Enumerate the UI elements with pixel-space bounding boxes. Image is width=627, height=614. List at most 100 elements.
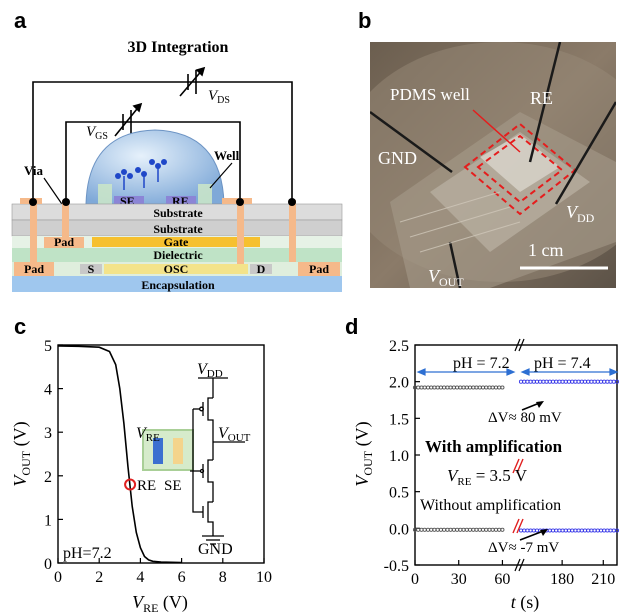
chart-d-data-point xyxy=(586,528,591,533)
panel-a-letter: a xyxy=(14,8,27,33)
source-label: S xyxy=(88,262,95,276)
inset-vdd-label: VDD xyxy=(197,361,223,380)
chart-d-data-point xyxy=(598,379,604,384)
drain-contact xyxy=(250,264,272,274)
chart-d-ytick-label: 2.5 xyxy=(389,338,409,355)
chart-d-data-point xyxy=(573,379,578,384)
operating-point-marker xyxy=(124,478,137,491)
chart-d-data-point xyxy=(547,528,552,533)
well-label: Well xyxy=(214,148,240,163)
chart-c-ytick-label: 1 xyxy=(44,512,52,529)
chart-d-data-point xyxy=(490,527,495,532)
pad-bottom-right xyxy=(298,262,340,276)
chart-d-data-point xyxy=(467,385,473,390)
chart-d-data-point xyxy=(602,379,607,384)
chart-d-data-point xyxy=(528,528,533,533)
chart-d-data-point xyxy=(582,528,588,533)
gnd-photo-label: GND xyxy=(378,148,417,168)
ph2-label: pH = 7.4 xyxy=(534,355,591,372)
chart-d-xlabel: t (s) xyxy=(511,592,540,613)
chart-c-ytick-label: 3 xyxy=(44,425,52,442)
chart-c-ytick-label: 0 xyxy=(44,556,52,573)
panel-b-letter: b xyxy=(358,8,372,33)
chart-d-data-point xyxy=(554,528,559,533)
pdms-well-core xyxy=(480,134,560,192)
inset-gnd-label: GND xyxy=(198,541,233,558)
chart-d-data-point xyxy=(589,379,594,384)
chart-d-data-point xyxy=(595,528,600,533)
chart-d-data-point xyxy=(429,527,434,532)
pad-bottom-left xyxy=(14,262,54,276)
chart-d-data-point xyxy=(563,528,568,533)
transfer-curve-chart: 0 2 4 6 8 10 0 1 2 3 4 5 VRE (V) VOUT (V) pH=7.2 VR… xyxy=(10,338,272,614)
chart-d-data-point xyxy=(608,528,613,533)
vdd-photo-label: VDD xyxy=(566,202,595,225)
chart-d-data-point xyxy=(422,385,427,390)
chart-d-data-point xyxy=(458,385,463,390)
chart-d-data-point xyxy=(448,385,453,390)
chart-d-data-point xyxy=(497,527,502,532)
encapsulation-layer xyxy=(12,276,342,292)
chart-d-xtick-label: 30 xyxy=(451,571,467,588)
chart-c-ytick-label: 4 xyxy=(44,382,52,399)
molecule-icons xyxy=(115,159,167,190)
chart-d-data-point xyxy=(445,527,450,532)
chart-d-data-point xyxy=(500,385,505,390)
chart-d-data-point xyxy=(611,528,616,533)
chart-d-data-point xyxy=(432,385,437,390)
chart-d-data-point xyxy=(445,385,450,390)
chart-c-xtick-label: 0 xyxy=(54,569,62,586)
chart-c-xtick-label: 6 xyxy=(178,569,186,586)
chart-d-data-point xyxy=(566,528,572,533)
pad-mid-left xyxy=(44,237,84,248)
axis-break-frame-marks xyxy=(514,338,525,572)
chart-d-data-point xyxy=(435,527,440,532)
inset-vout-label: VOUT xyxy=(218,425,251,444)
chart-d-ytick-label: 1.5 xyxy=(389,411,409,428)
chart-d-data-point xyxy=(442,385,447,390)
chart-d-data-point xyxy=(525,528,530,533)
chart-d-data-point xyxy=(522,528,527,533)
chart-c-frame xyxy=(57,344,265,564)
pad-bottom-left-label: Pad xyxy=(24,262,44,276)
vout-photo-label: VOUT xyxy=(428,266,464,288)
chart-d-data-point xyxy=(442,527,447,532)
chart-d-data-point xyxy=(534,528,540,533)
chart-c-xtick-label: 8 xyxy=(219,569,227,586)
chart-d-data-point xyxy=(464,385,469,390)
pad-bottom-right-label: Pad xyxy=(309,262,329,276)
dv1-label: ΔV≈ 80 mV xyxy=(488,410,562,426)
chart-d-data-point xyxy=(477,527,482,532)
chart-d-data-point xyxy=(531,379,536,384)
source-contact xyxy=(80,264,102,274)
pdms-well-outline-inner xyxy=(476,134,564,204)
well-wall-left xyxy=(98,184,112,204)
chart-c-xlabel: VRE (V) xyxy=(132,592,188,614)
chart-d-data-point xyxy=(525,379,530,384)
chart-d-data-point xyxy=(474,527,479,532)
vre-setting-label: VRE = 3.5 V xyxy=(447,466,528,488)
chart-d-ytick-label: 1.0 xyxy=(389,448,409,465)
chart-d-data-point xyxy=(467,527,473,532)
chart-d-data-point xyxy=(573,528,578,533)
chart-d-data-point xyxy=(522,379,527,384)
chart-d-data-point xyxy=(438,385,443,390)
chart-d-data-point xyxy=(579,379,584,384)
re-photo-label: RE xyxy=(530,88,553,108)
chart-d-data-point xyxy=(557,379,562,384)
chart-d-data-point xyxy=(448,527,453,532)
chart-d-data-point xyxy=(570,379,575,384)
chart-d-data-point xyxy=(455,385,460,390)
with-amplification-label: With amplification xyxy=(425,437,563,456)
without-amplification-label: Without amplification xyxy=(420,497,561,514)
chart-d-data-point xyxy=(425,527,431,532)
chart-c-xtick-label: 10 xyxy=(256,569,272,586)
chart-d-data-point xyxy=(474,385,479,390)
chart-d-data-point xyxy=(435,385,440,390)
chart-d-data-point xyxy=(487,527,492,532)
chart-d-data-point xyxy=(432,527,437,532)
chart-d-data-point xyxy=(547,379,552,384)
substrate-top-label: Substrate xyxy=(153,206,203,220)
drain-label: D xyxy=(257,262,266,276)
chart-d-data-point xyxy=(589,528,594,533)
